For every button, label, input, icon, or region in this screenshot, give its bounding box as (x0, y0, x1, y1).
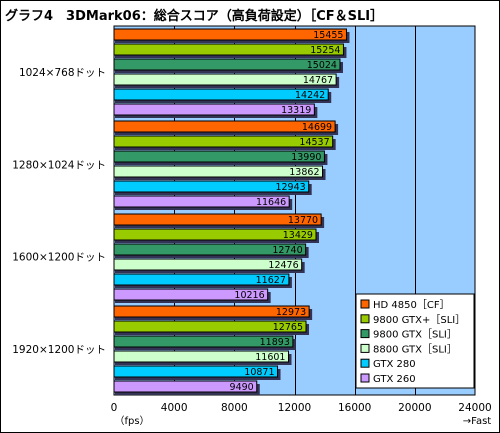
data-label: 11627 (256, 275, 286, 286)
bar (113, 165, 324, 178)
bar (113, 73, 337, 86)
data-label: 10216 (234, 290, 264, 301)
legend-swatch (360, 299, 370, 309)
legend (355, 293, 475, 389)
bar (113, 228, 317, 241)
data-label: 13319 (281, 105, 311, 116)
legend-swatch (360, 373, 370, 383)
bar (113, 28, 347, 41)
category-label: 1920×1200ドット (12, 344, 106, 356)
data-label: 10871 (244, 367, 274, 378)
data-label: 13990 (291, 152, 321, 163)
data-label: 14767 (303, 75, 333, 86)
bar (113, 103, 315, 116)
bar (113, 120, 336, 133)
legend-swatch (360, 314, 370, 324)
x-tick-label: 24000 (458, 402, 491, 414)
legend-swatch (360, 358, 370, 368)
data-label: 11893 (260, 337, 290, 348)
legend-label: 8800 GTX［SLI］ (373, 343, 457, 355)
legend-label: HD 4850［CF］ (373, 299, 450, 311)
x-axis-unit: （fps） (114, 415, 149, 427)
legend-swatch (360, 329, 370, 339)
bar (113, 320, 307, 333)
category-label: 1024×768ドット (19, 67, 106, 79)
data-label: 13429 (283, 230, 313, 241)
bar (113, 150, 325, 163)
legend-label: GTX 280 (373, 359, 416, 370)
bar (113, 88, 329, 101)
category-label: 1280×1024ドット (12, 159, 106, 171)
data-label: 14699 (302, 122, 332, 133)
x-tick-label: 8000 (221, 402, 248, 414)
legend-label: 9800 GTX［SLI］ (373, 329, 457, 341)
bar (113, 273, 290, 286)
category-label: 1600×1200ドット (12, 252, 106, 264)
x-tick-label: 4000 (161, 402, 188, 414)
bar (113, 180, 310, 193)
data-label: 15254 (310, 45, 340, 56)
bar (113, 195, 290, 208)
data-label: 13770 (288, 215, 318, 226)
data-label: 14242 (295, 90, 325, 101)
data-label: 11601 (255, 352, 285, 363)
data-label: 12740 (272, 245, 302, 256)
data-label: 9490 (230, 382, 254, 393)
x-tick-label: 20000 (398, 402, 431, 414)
x-axis-note: →Fast (463, 416, 492, 427)
x-tick-label: 12000 (278, 402, 311, 414)
bar (113, 288, 269, 301)
legend-swatch (360, 343, 370, 353)
bar (113, 243, 307, 256)
bar (113, 380, 258, 393)
bar (113, 213, 322, 226)
data-label: 15455 (313, 30, 343, 41)
data-label: 11646 (256, 197, 286, 208)
bar (113, 58, 341, 71)
chart-title: グラフ4 3DMark06：総合スコア（高負荷設定）［CF＆SLI］ (5, 9, 384, 24)
data-label: 12765 (273, 322, 303, 333)
x-tick-label: 16000 (338, 402, 371, 414)
bar (113, 335, 294, 348)
data-label: 14537 (299, 137, 329, 148)
data-label: 12476 (268, 260, 298, 271)
x-tick-label: 0 (111, 402, 118, 414)
legend-label: 9800 GTX+［SLI］ (373, 314, 465, 326)
data-label: 12973 (276, 307, 306, 318)
bar (113, 43, 344, 56)
bar (113, 350, 289, 363)
bar (113, 258, 303, 271)
legend-label: GTX 260 (373, 374, 416, 385)
data-label: 13862 (289, 167, 319, 178)
bar (113, 365, 279, 378)
bar (113, 135, 334, 148)
data-label: 15024 (307, 60, 337, 71)
data-label: 12943 (275, 182, 305, 193)
bar (113, 305, 310, 318)
